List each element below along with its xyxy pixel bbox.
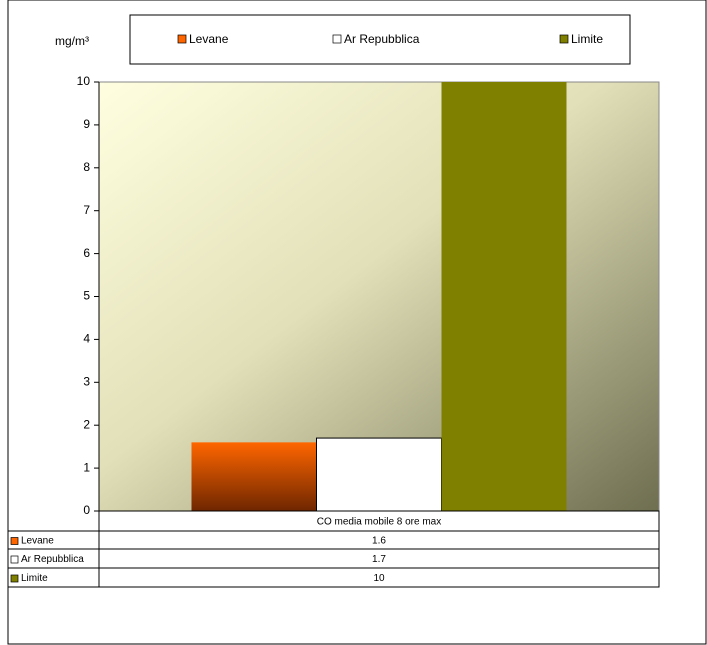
table-row-label: Levane — [21, 536, 54, 547]
legend-marker — [177, 34, 187, 44]
legend-label: Levane — [189, 32, 229, 46]
y-tick-label: 0 — [83, 503, 90, 517]
legend-box — [129, 14, 631, 65]
table-legend-marker — [10, 537, 19, 545]
table-value: 1.6 — [372, 536, 386, 547]
y-tick-label: 5 — [83, 289, 90, 303]
bar — [191, 442, 317, 511]
y-tick-label: 4 — [83, 332, 90, 346]
table-row-label: Ar Repubblica — [21, 554, 84, 565]
y-tick-label: 6 — [83, 246, 90, 260]
table-legend-marker — [10, 555, 19, 564]
legend-marker — [559, 34, 569, 44]
table-cell — [98, 567, 660, 588]
y-tick-label: 2 — [83, 417, 90, 431]
y-tick-label: 9 — [83, 117, 90, 131]
legend-label: Ar Repubblica — [344, 32, 420, 46]
legend-label: Limite — [571, 32, 603, 46]
legend-marker — [332, 34, 342, 44]
y-tick-label: 10 — [77, 74, 91, 88]
y-tick-label: 7 — [83, 203, 90, 217]
table-row-label: Limite — [21, 573, 48, 584]
table-value: 1.7 — [372, 554, 386, 565]
bar — [316, 437, 442, 512]
table-value: 10 — [373, 573, 385, 584]
table-header: CO media mobile 8 ore max — [317, 517, 442, 528]
table-legend-marker — [10, 574, 19, 583]
y-axis-label: mg/m³ — [55, 34, 89, 48]
y-tick-label: 8 — [83, 160, 90, 174]
bar — [441, 82, 567, 511]
y-tick-label: 1 — [83, 460, 90, 474]
y-tick-label: 3 — [83, 374, 90, 388]
